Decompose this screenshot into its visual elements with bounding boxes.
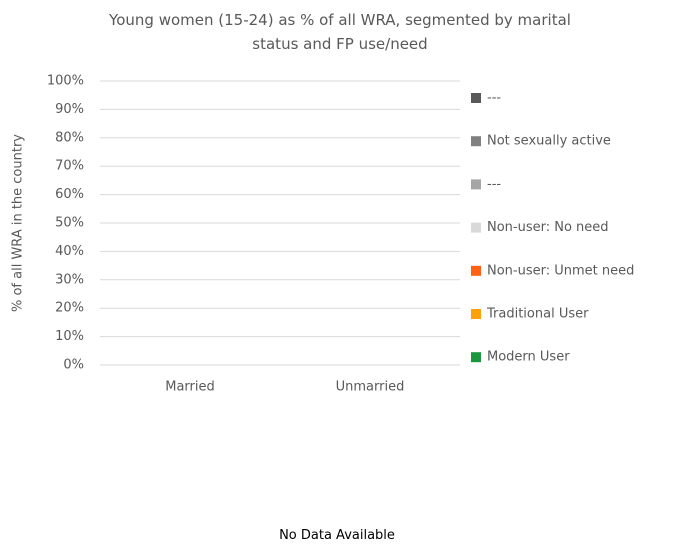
x-tick-label: Married (165, 380, 215, 395)
legend-label: --- (487, 91, 501, 106)
legend-swatch (471, 179, 481, 190)
y-tick-label: 20% (55, 301, 84, 316)
legend-swatch (471, 222, 481, 233)
no-data-note: No Data Available (279, 528, 395, 543)
legend-label: Non-user: No need (487, 220, 609, 235)
legend-swatch (471, 265, 481, 276)
y-tick-label: 70% (55, 159, 84, 174)
legend-label: --- (487, 177, 501, 192)
y-axis-label: % of all WRA in the country (11, 134, 26, 312)
y-tick-label: 0% (63, 358, 84, 373)
legend-swatch (471, 309, 481, 319)
legend-swatch (471, 136, 481, 147)
y-tick-label: 90% (55, 102, 84, 117)
y-tick-label: 40% (55, 244, 84, 259)
y-tick-label: 80% (55, 130, 84, 145)
y-tick-label: 10% (55, 329, 84, 344)
legend-label: Non-user: Unmet need (487, 263, 634, 278)
chart-title: Young women (15-24) as % of all WRA, seg… (109, 11, 571, 53)
legend-label: Not sexually active (487, 134, 611, 149)
legend-label: Modern User (487, 350, 570, 365)
y-tick-label: 50% (55, 216, 84, 231)
legend-swatch (471, 352, 481, 363)
y-tick-label: 30% (55, 272, 84, 287)
y-tick-label: 60% (55, 187, 84, 202)
y-tick-label: 100% (47, 74, 84, 89)
legend-swatch (471, 93, 481, 103)
legend-label: Traditional User (486, 307, 589, 322)
x-tick-label: Unmarried (336, 380, 405, 395)
